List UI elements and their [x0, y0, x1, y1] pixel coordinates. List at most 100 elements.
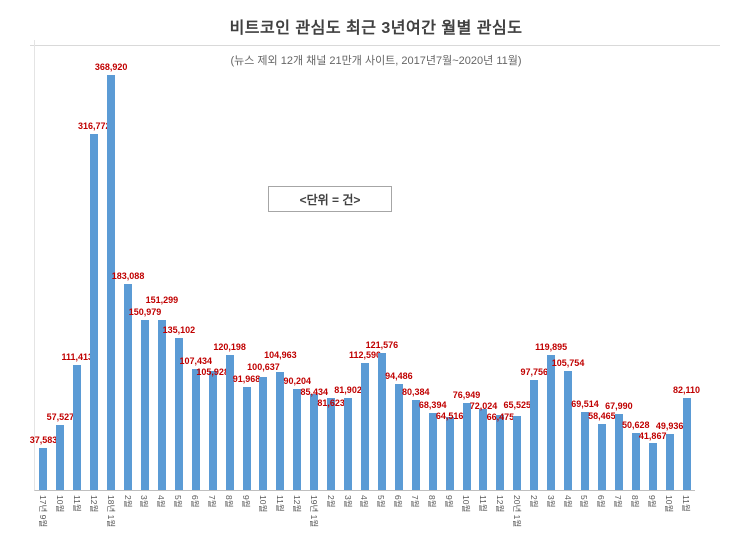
chart-subtitle: (뉴스 제외 12개 채널 21만개 사이트, 2017년7월~2020년 11…	[230, 55, 522, 67]
bar-value-label: 69,514	[571, 398, 599, 409]
x-axis-tick-label: 17년 9월	[37, 495, 48, 528]
bar-value-label: 121,576	[365, 340, 399, 351]
bar	[225, 354, 234, 490]
bar	[428, 413, 437, 490]
bar-value-label: 107,434	[179, 356, 213, 367]
x-axis-tick-label: 2월	[528, 495, 539, 508]
bar	[631, 433, 640, 490]
bar-value-label: 100,637	[247, 361, 280, 372]
x-axis-tick-label: 12월	[291, 495, 302, 513]
x-axis: 17년 9월 10월 11월 12월 18년 1월 2월 3월 4월 5월 6월 7월 8월 9월 10월…	[34, 492, 694, 550]
bar-value-label: 85,434	[300, 386, 328, 397]
x-axis-tick-label: 5월	[173, 495, 184, 508]
bar	[141, 320, 149, 490]
x-axis-tick-label: 6월	[393, 495, 404, 508]
bar-value-label: 91,968	[232, 373, 261, 384]
x-axis-tick-label: 4월	[562, 495, 573, 508]
bar-value-label: 41,867	[638, 431, 667, 441]
bar-value-label: 66,475	[486, 412, 515, 423]
bar-value-label: 80,384	[402, 386, 430, 397]
bar	[276, 371, 285, 490]
bar-value-label: 64,516	[435, 411, 464, 422]
bar-value-label: 151,299	[145, 295, 179, 306]
x-axis-tick-label: 7월	[613, 495, 624, 508]
unit-annotation-box: <단위 = 건>	[268, 186, 392, 212]
x-axis-tick-label: 11월	[71, 495, 82, 512]
bar-value-label: 58,465	[588, 411, 616, 422]
x-axis-tick-label: 10월	[461, 495, 472, 513]
x-axis-tick-label: 10월	[664, 495, 675, 513]
x-axis-tick-label: 9월	[647, 495, 658, 508]
bar	[157, 319, 166, 490]
bar-value-label: 120,198	[213, 341, 246, 352]
bar	[614, 413, 623, 490]
bar	[310, 393, 319, 490]
bar	[648, 442, 657, 490]
x-axis-tick-label: 11월	[681, 495, 692, 512]
x-axis-tick-label: 6월	[190, 495, 201, 508]
bar	[496, 415, 505, 490]
bar	[377, 353, 386, 490]
bar-value-label: 37,583	[29, 434, 58, 445]
chart-top-border-line	[30, 45, 720, 46]
bar-value-label: 150,979	[128, 307, 162, 318]
bar-value-label: 104,963	[264, 349, 297, 360]
bar	[208, 370, 217, 490]
bar	[564, 371, 573, 490]
x-axis-tick-label: 4월	[156, 495, 167, 508]
bar-value-label: 57,527	[46, 412, 75, 423]
bar-value-label: 183,088	[111, 271, 145, 281]
bar	[682, 397, 691, 490]
x-axis-tick-label: 9월	[241, 495, 252, 508]
bar	[547, 355, 556, 490]
bar	[530, 380, 539, 490]
bar	[124, 284, 133, 490]
x-axis-tick-label: 8월	[427, 495, 438, 508]
bar-value-label: 50,628	[622, 420, 650, 430]
bar-value-label: 94,486	[385, 370, 413, 381]
bar	[191, 369, 200, 490]
bar	[665, 433, 674, 490]
bar-value-label: 105,754	[551, 358, 585, 368]
x-axis-tick-label: 12월	[88, 495, 99, 513]
x-axis-tick-label: 3월	[139, 495, 150, 508]
x-axis-tick-label: 5월	[376, 495, 387, 508]
bar	[174, 338, 183, 490]
x-axis-tick-label: 12월	[494, 495, 505, 513]
bar	[56, 425, 65, 490]
bar	[445, 417, 454, 490]
x-axis-tick-label: 18년 1월	[105, 495, 116, 528]
x-axis-tick-label: 10월	[54, 495, 65, 513]
bar	[327, 398, 336, 490]
x-axis-tick-label: 7월	[207, 495, 218, 508]
bar-value-label: 67,990	[605, 400, 633, 411]
bar	[259, 376, 268, 490]
x-axis-tick-label: 6월	[596, 495, 607, 508]
bar	[242, 386, 251, 490]
bar-value-label: 49,936	[655, 420, 684, 431]
x-axis-tick-label: 20년 1월	[511, 495, 522, 528]
bar	[479, 409, 488, 490]
bar	[107, 75, 116, 490]
bar-value-label: 81,902	[334, 384, 362, 395]
bar-value-label: 76,949	[452, 390, 481, 401]
bar-value-label: 111,413	[61, 351, 94, 362]
x-axis-tick-label: 4월	[359, 495, 370, 508]
bar	[344, 397, 353, 490]
x-axis-tick-label: 2월	[122, 495, 133, 508]
bar-value-label: 316,772	[77, 120, 111, 131]
bar-value-label: 97,756	[520, 367, 548, 377]
bar-value-label: 82,110	[673, 384, 701, 395]
x-axis-tick-label: 2월	[325, 495, 336, 508]
bar	[411, 399, 420, 490]
bar	[73, 364, 82, 490]
x-axis-tick-label: 3월	[342, 495, 353, 508]
x-axis-tick-label: 9월	[444, 495, 455, 508]
x-axis-tick-label: 5월	[579, 495, 590, 508]
bar	[597, 424, 606, 490]
bar-value-label: 105,928	[196, 367, 229, 378]
unit-annotation-label: <단위 = 건>	[299, 192, 361, 207]
x-axis-tick-label: 11월	[274, 495, 285, 512]
chart-title: 비트코인 관심도 최근 3년여간 월별 관심도	[229, 20, 523, 37]
plot-area: 37,583 57,527 111,413 316,772 368,920 183,088…	[30, 40, 700, 491]
